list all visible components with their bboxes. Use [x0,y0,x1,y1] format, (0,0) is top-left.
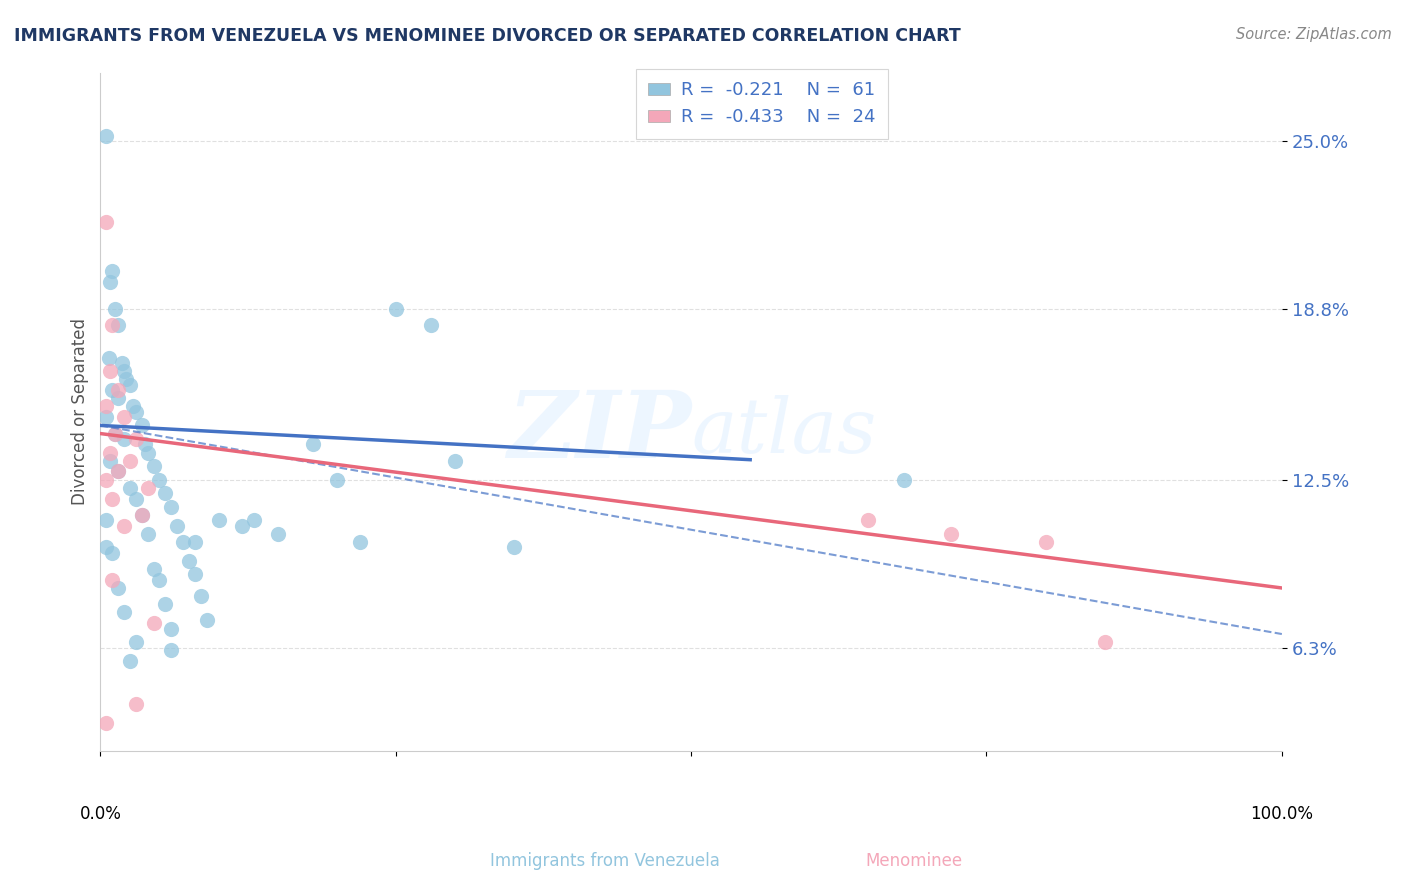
Point [166,518,188,533]
Point [155,597,177,611]
Point [325,473,347,487]
Point [349,535,371,549]
Point [103,426,125,441]
Point [96,473,118,487]
Point [939,526,962,541]
Point [97,351,120,365]
Point [107,318,129,333]
Point [101,573,124,587]
Point [131,418,153,433]
Point [101,491,124,506]
Point [131,508,153,522]
Point [136,526,159,541]
Point [184,567,207,582]
Point [155,486,177,500]
Point [172,535,194,549]
Point [131,508,153,522]
Point [101,546,124,560]
Point [115,372,138,386]
Point [184,535,207,549]
Point [103,426,125,441]
Text: atlas: atlas [692,395,876,469]
Point [1094,635,1116,649]
Point [96,410,118,425]
Point [893,473,915,487]
Point [384,301,406,316]
Point [98,453,121,467]
Point [1035,535,1057,549]
Point [136,445,159,459]
Point [101,318,124,333]
Point [103,301,125,316]
Text: Menominee: Menominee [865,852,963,870]
Point [195,614,218,628]
Point [101,264,124,278]
Point [160,622,183,636]
Text: ZIP: ZIP [506,387,692,477]
Point [266,526,288,541]
Point [118,377,141,392]
Point [420,318,443,333]
Point [98,445,121,459]
Text: 0.0%: 0.0% [79,805,121,822]
Point [112,364,135,378]
Point [125,635,148,649]
Text: IMMIGRANTS FROM VENEZUELA VS MENOMINEE DIVORCED OR SEPARATED CORRELATION CHART: IMMIGRANTS FROM VENEZUELA VS MENOMINEE D… [14,27,960,45]
Point [98,275,121,289]
Point [96,541,118,555]
Point [96,513,118,527]
Point [148,573,170,587]
Point [107,465,129,479]
Point [118,481,141,495]
Point [96,128,118,143]
Point [136,481,159,495]
Point [110,356,132,370]
Point [125,698,148,712]
Point [125,432,148,446]
Point [98,364,121,378]
Point [231,518,253,533]
Point [96,400,118,414]
Point [112,410,135,425]
Point [107,383,129,397]
Text: 100.0%: 100.0% [1250,805,1313,822]
Text: Immigrants from Venezuela: Immigrants from Venezuela [489,852,720,870]
Point [107,581,129,595]
Point [118,453,141,467]
Point [134,437,156,451]
Point [112,606,135,620]
Point [177,554,200,568]
Point [112,518,135,533]
Point [160,643,183,657]
Point [112,432,135,446]
Legend: R =  -0.221    N =  61, R =  -0.433    N =  24: R = -0.221 N = 61, R = -0.433 N = 24 [636,69,889,139]
Text: Source: ZipAtlas.com: Source: ZipAtlas.com [1236,27,1392,42]
Point [122,400,145,414]
Point [142,562,165,576]
Point [118,654,141,668]
Point [107,465,129,479]
Point [243,513,266,527]
Y-axis label: Divorced or Separated: Divorced or Separated [72,318,89,506]
Point [101,383,124,397]
Point [125,491,148,506]
Point [858,513,880,527]
Point [207,513,229,527]
Point [96,215,118,229]
Point [148,473,170,487]
Point [96,716,118,731]
Point [142,616,165,631]
Point [107,392,129,406]
Point [302,437,325,451]
Point [502,541,524,555]
Point [443,453,465,467]
Point [190,589,212,603]
Point [160,500,183,514]
Point [142,458,165,473]
Point [125,405,148,419]
